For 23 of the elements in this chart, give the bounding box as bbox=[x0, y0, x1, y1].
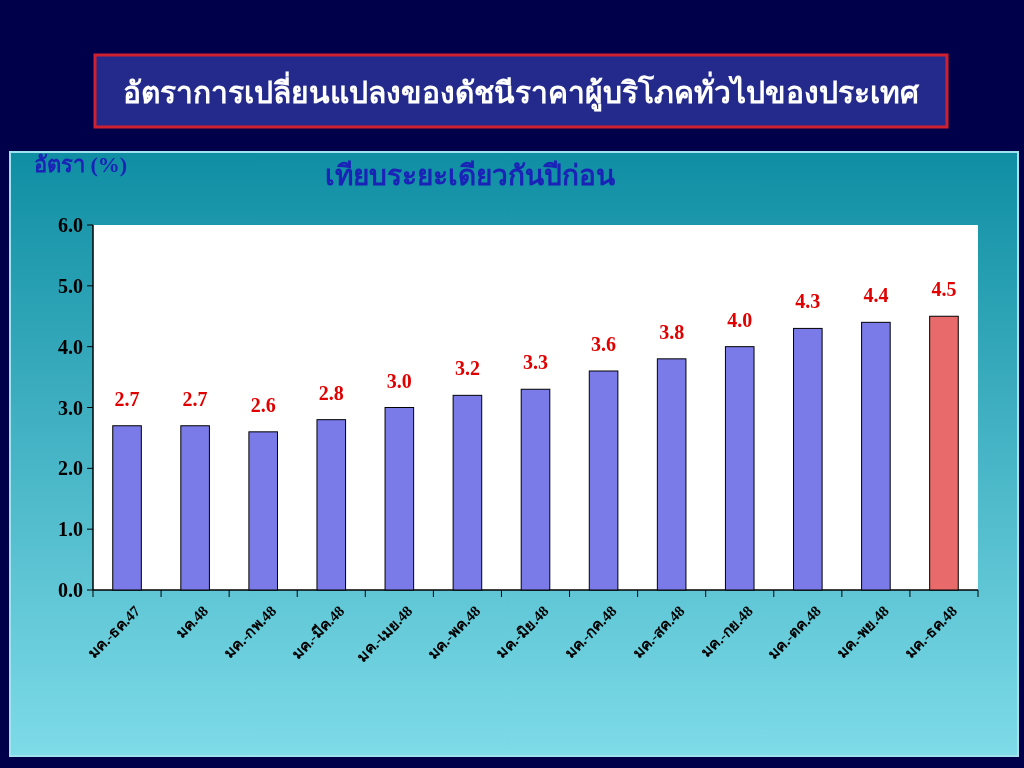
y-tick-label: 1.0 bbox=[58, 518, 83, 541]
data-label: 3.8 bbox=[659, 320, 685, 343]
data-label: 2.8 bbox=[318, 381, 344, 404]
y-tick-label: 2.0 bbox=[58, 457, 83, 480]
y-tick-label: 0.0 bbox=[58, 579, 83, 601]
y-tick-label: 3.0 bbox=[58, 396, 83, 419]
y-axis-title: อัตรา (%) bbox=[34, 152, 128, 177]
data-label: 4.3 bbox=[795, 290, 821, 313]
y-tick-label: 4.0 bbox=[58, 335, 83, 358]
data-label: 3.3 bbox=[523, 351, 548, 374]
y-tick-label: 6.0 bbox=[58, 214, 83, 236]
data-label: 4.0 bbox=[727, 308, 753, 331]
chart-subtitle: เทียบระยะเดียวกันปีก่อน bbox=[325, 160, 615, 191]
data-label: 4.5 bbox=[931, 278, 957, 301]
data-label: 3.0 bbox=[386, 369, 412, 392]
data-label: 2.6 bbox=[250, 393, 276, 416]
data-label: 4.4 bbox=[863, 284, 889, 307]
data-label: 2.7 bbox=[114, 387, 140, 410]
data-label: 2.7 bbox=[182, 387, 208, 410]
data-label: 3.6 bbox=[591, 333, 617, 355]
y-tick-label: 5.0 bbox=[58, 274, 83, 297]
data-label: 3.2 bbox=[454, 357, 480, 380]
chart-title: อัตราการเปลี่ยนแปลงของดัชนีราคาผู้บริโภคทั่วไปของประเทศ bbox=[123, 71, 920, 112]
